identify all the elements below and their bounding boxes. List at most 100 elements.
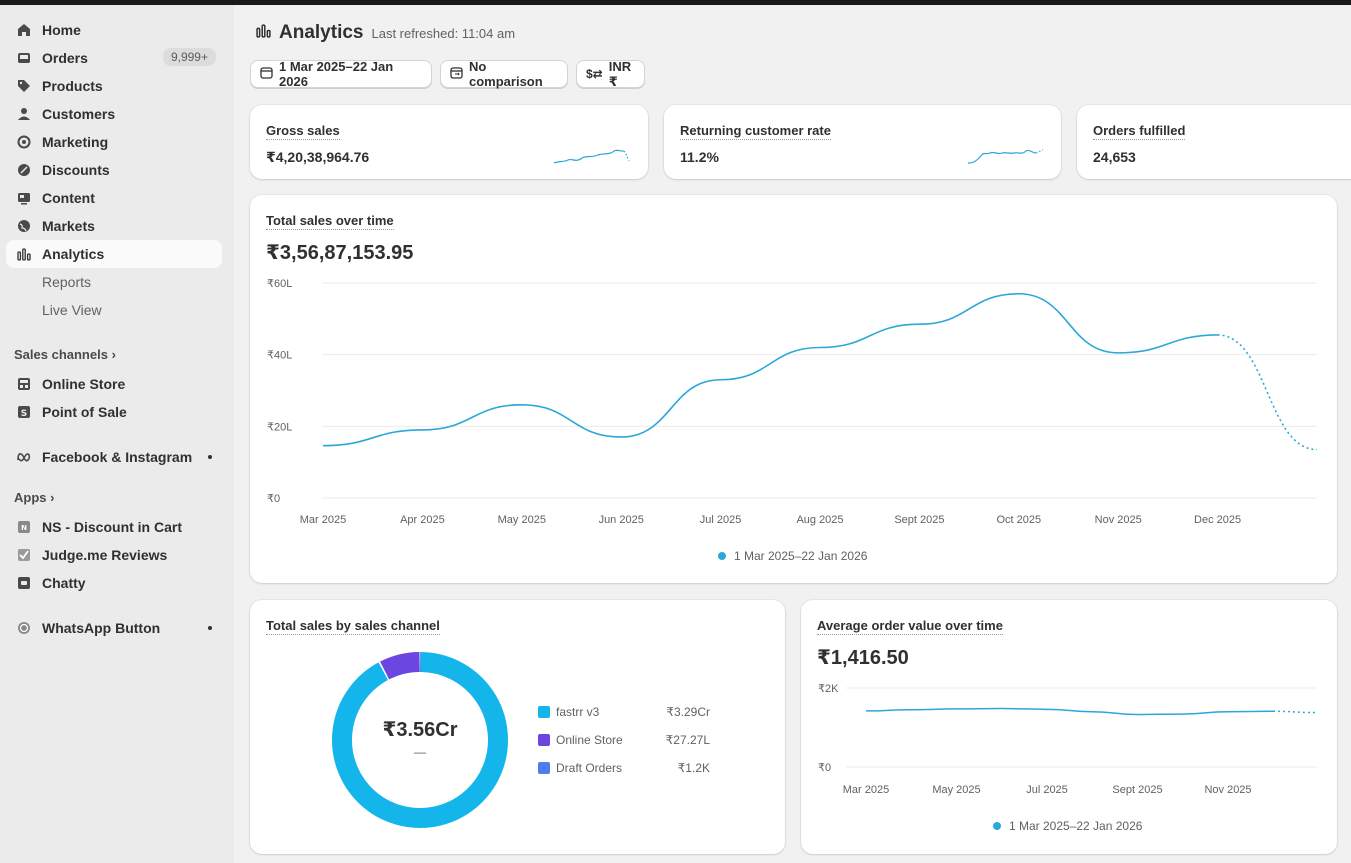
date-range-button[interactable]: 1 Mar 2025–22 Jan 2026	[250, 59, 432, 89]
kpi-sparkline	[967, 149, 1044, 164]
kpi-sparkline	[553, 149, 630, 164]
channel-value: ₹27.27L	[665, 733, 710, 747]
legend-label: 1 Mar 2025–22 Jan 2026	[1009, 819, 1143, 833]
page-header: Analytics Last refreshed: 11:04 am	[256, 22, 515, 44]
content-icon	[16, 190, 32, 206]
sidebar-item-label: Chatty	[42, 575, 86, 591]
x-tick-label: Sept 2025	[1112, 784, 1162, 796]
sidebar-item-label: Content	[42, 190, 95, 206]
chevron-right-icon: ›	[111, 347, 116, 362]
date-range-label: 1 Mar 2025–22 Jan 2026	[279, 59, 394, 89]
sales-series-line	[322, 292, 1218, 447]
sidebar-item-live-view[interactable]: Live View	[42, 302, 102, 318]
y-tick-label: ₹60L	[267, 278, 292, 290]
check-icon	[16, 547, 32, 563]
sidebar-item-markets[interactable]: Markets	[6, 212, 222, 240]
sidebar-item-facebook-instagram[interactable]: Facebook & Instagram	[6, 443, 222, 471]
sidebar-item-whatsapp[interactable]: WhatsApp Button	[6, 614, 222, 642]
channel-name: fastrr v3	[556, 705, 600, 719]
sidebar-item-products[interactable]: Products	[6, 72, 222, 100]
whatsapp-icon	[16, 620, 32, 636]
pos-icon: S	[16, 404, 32, 420]
sidebar-item-chatty[interactable]: Chatty	[6, 569, 222, 597]
aov-series-projection	[1272, 710, 1316, 714]
donut-slice-fastrr-v3[interactable]	[332, 652, 508, 828]
kpi-value: ₹4,20,38,964.76	[266, 149, 370, 165]
currency-label: INR ₹	[608, 58, 632, 89]
sidebar-item-point-of-sale[interactable]: S Point of Sale	[6, 398, 222, 426]
sidebar-item-label: NS - Discount in Cart	[42, 519, 183, 535]
store-icon	[16, 376, 32, 392]
card-title[interactable]: Total sales by sales channel	[266, 618, 440, 635]
sidebar-item-discounts[interactable]: Discounts	[6, 156, 222, 184]
y-tick-label: ₹0	[267, 493, 280, 505]
home-icon	[16, 22, 32, 38]
sidebar-item-label: Customers	[42, 106, 116, 122]
bar-chart-icon	[256, 23, 271, 43]
sidebar-item-label: Facebook & Instagram	[42, 449, 193, 465]
kpi-value: 24,653	[1093, 149, 1136, 165]
sidebar-item-ns-discount[interactable]: N NS - Discount in Cart	[6, 513, 222, 541]
aov-line-chart: ₹2K ₹0 Mar 2025 May 2025 Jul 2025 Sept 2025 No…	[818, 683, 1317, 796]
y-tick-label: ₹40L	[267, 350, 292, 362]
apps-heading[interactable]: Apps ›	[14, 488, 54, 508]
legend-label: 1 Mar 2025–22 Jan 2026	[734, 549, 868, 563]
sidebar-item-label: Discounts	[42, 162, 110, 178]
legend-swatch	[993, 822, 1001, 830]
sidebar-item-home[interactable]: Home	[6, 16, 222, 44]
sales-channels-heading[interactable]: Sales channels ›	[14, 345, 116, 365]
sidebar-item-label: Online Store	[42, 376, 126, 392]
top-bar	[0, 0, 1351, 5]
discount-icon	[16, 162, 32, 178]
page-title: Analytics	[279, 22, 364, 43]
y-tick-label: ₹2K	[818, 683, 839, 695]
target-icon	[16, 134, 32, 150]
sidebar-item-label: Judge.me Reviews	[42, 547, 168, 563]
card-title[interactable]: Total sales over time	[266, 213, 394, 230]
comparison-button[interactable]: No comparison	[440, 59, 568, 89]
sales-channels-label: Sales channels	[14, 347, 108, 362]
sidebar-item-reports[interactable]: Reports	[42, 274, 92, 290]
sidebar-item-online-store[interactable]: Online Store	[6, 370, 222, 398]
last-refreshed-text: Last refreshed: 11:04 am	[371, 26, 516, 41]
kpi-label: Returning customer rate	[680, 123, 831, 140]
total-sales-value: ₹3,56,87,153.95	[266, 242, 414, 264]
currency-button[interactable]: $⇄ INR ₹	[576, 58, 645, 89]
channel-legend-row: fastrr v3 ₹3.29Cr	[538, 702, 710, 722]
sidebar-item-label: Marketing	[42, 134, 109, 150]
bar-chart-icon	[16, 246, 32, 262]
total-sales-line-chart: ₹60L ₹40L ₹20L ₹0 Mar 2025 Apr 2025 May 2025 Ju…	[267, 278, 1318, 526]
total-sales-card: Total sales over time ₹3,56,87,153.95 ₹6…	[250, 195, 1337, 583]
legend-swatch	[538, 762, 550, 774]
currency-swap-icon: $⇄	[586, 67, 603, 81]
kpi-card-gross-sales[interactable]: Gross sales ₹4,20,38,964.76	[250, 105, 648, 179]
sidebar-item-label: WhatsApp Button	[42, 620, 161, 636]
comparison-label: No comparison	[469, 59, 543, 89]
sidebar: Home Orders 9,999+ Products Customers Ma…	[0, 5, 234, 863]
sales-series-projection	[1217, 334, 1318, 451]
kpi-card-orders-fulfilled[interactable]: Orders fulfilled 24,653	[1077, 105, 1351, 179]
donut-center-value: ₹3.56Cr	[382, 719, 458, 741]
aov-value: ₹1,416.50	[817, 647, 909, 669]
kpi-card-returning-rate[interactable]: Returning customer rate 11.2%	[664, 105, 1061, 179]
sidebar-item-analytics[interactable]: Analytics	[6, 240, 222, 268]
sidebar-item-content[interactable]: Content	[6, 184, 222, 212]
globe-icon	[16, 218, 32, 234]
sidebar-item-orders[interactable]: Orders 9,999+	[6, 44, 222, 72]
chart-legend: 1 Mar 2025–22 Jan 2026	[993, 819, 1142, 833]
sidebar-item-marketing[interactable]: Marketing	[6, 128, 222, 156]
sidebar-item-customers[interactable]: Customers	[6, 100, 222, 128]
sidebar-item-judgeme[interactable]: Judge.me Reviews	[6, 541, 222, 569]
calendar-icon	[260, 66, 273, 82]
x-tick-label: Jul 2025	[700, 514, 742, 526]
channel-value: ₹3.29Cr	[666, 705, 710, 719]
card-title[interactable]: Average order value over time	[817, 618, 1003, 635]
x-tick-label: Dec 2025	[1194, 514, 1241, 526]
sidebar-item-label: Analytics	[42, 246, 105, 262]
x-tick-label: Nov 2025	[1204, 784, 1251, 796]
donut-slice-online-store[interactable]	[380, 652, 420, 680]
legend-swatch	[538, 706, 550, 718]
x-tick-label: Aug 2025	[796, 514, 843, 526]
y-tick-label: ₹20L	[267, 421, 292, 433]
x-tick-label: May 2025	[932, 784, 980, 796]
